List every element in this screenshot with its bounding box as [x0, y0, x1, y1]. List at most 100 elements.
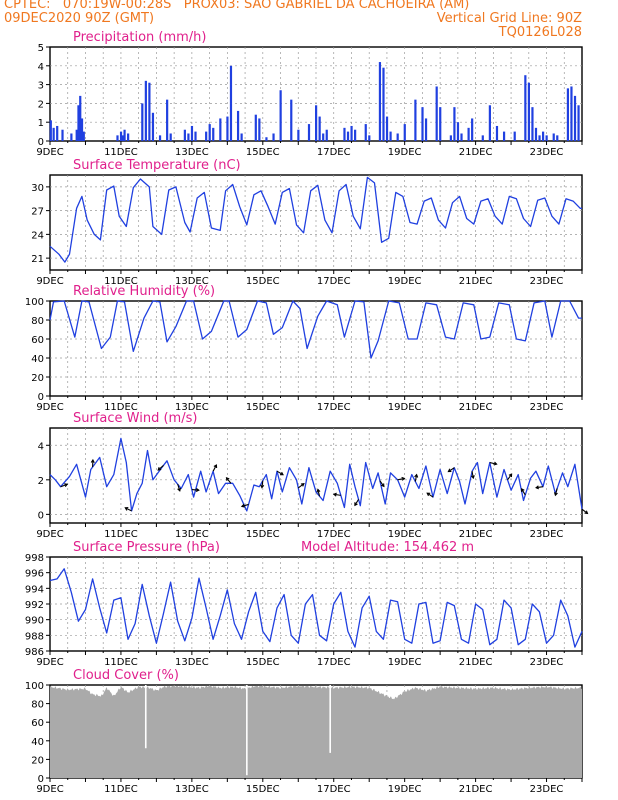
wind-arrow — [191, 489, 199, 491]
precip-bar — [460, 133, 463, 141]
y-tick-label: 3 — [38, 81, 44, 92]
wind-arrow-head — [584, 510, 589, 515]
precip-bar — [389, 131, 392, 141]
y-tick-label: 60 — [31, 335, 44, 346]
y-tick-label: 20 — [31, 755, 44, 766]
wind-arrow — [554, 488, 558, 496]
precip-bar — [424, 118, 428, 141]
y-tick-label: 4 — [38, 441, 44, 452]
y-tick-label: 4 — [38, 62, 44, 73]
x-tick-label: 17DEC — [317, 784, 351, 795]
precip-bar — [52, 127, 55, 141]
precip-bar — [414, 99, 417, 141]
x-tick-label: 13DEC — [175, 657, 209, 668]
panel-title-2: Surface Temperature (nC) — [73, 158, 241, 173]
precip-bar — [70, 133, 73, 141]
x-tick-label: 9DEC — [36, 529, 63, 540]
x-tick-label: 23DEC — [530, 402, 564, 413]
header-line1: CPTEC: 070:19W-00:28S PROX03: SAO GABRIE… — [4, 0, 470, 12]
precip-bar — [194, 131, 197, 141]
wind-arrow-head — [213, 464, 218, 469]
y-tick-label: 60 — [31, 718, 44, 729]
wind-arrow — [212, 464, 217, 472]
precip-bar — [534, 127, 538, 141]
precip-bar — [322, 133, 325, 141]
precip-bar — [577, 105, 580, 141]
precip-bar — [556, 135, 559, 141]
wind-arrow — [448, 467, 455, 473]
precip-bar — [385, 116, 389, 141]
precip-bar — [187, 133, 190, 141]
precip-bar — [315, 105, 318, 141]
wind-arrow-head — [332, 492, 337, 497]
x-tick-label: 23DEC — [530, 784, 564, 795]
wind-arrow — [426, 492, 434, 498]
precip-bar — [531, 107, 534, 141]
precip-bar — [318, 116, 321, 141]
precip-bar — [79, 95, 82, 141]
y-tick-label: 988 — [25, 631, 44, 642]
cloud-cover-dip — [329, 685, 331, 753]
y-tick-label: 24 — [31, 230, 44, 241]
header-date: 09DEC2020 90Z (GMT) — [4, 11, 155, 26]
wind-arrow-head — [90, 458, 95, 463]
wind-arrow-head — [354, 502, 358, 507]
x-tick-label: 17DEC — [317, 402, 351, 413]
y-tick-label: 2 — [38, 476, 44, 487]
precip-bar — [566, 88, 570, 141]
precip-bar — [119, 131, 123, 141]
precip-bar — [121, 135, 124, 141]
wind-arrow-head — [508, 473, 513, 478]
wind-arrow — [414, 474, 418, 482]
precip-bar — [541, 131, 545, 141]
precip-bar — [279, 90, 282, 141]
precip-bar — [236, 110, 240, 141]
precip-bar — [258, 118, 261, 141]
y-tick-label: 80 — [31, 700, 44, 711]
x-tick-label: 21DEC — [459, 147, 493, 158]
precip-bar — [226, 116, 229, 141]
precip-bar — [116, 135, 119, 141]
wind-arrow-head — [470, 475, 475, 480]
precip-bar — [307, 124, 311, 141]
precip-bar — [382, 67, 385, 141]
wind-arrow-head — [553, 492, 558, 497]
y-tick-label: 27 — [31, 207, 44, 218]
wind-arrow-head — [426, 492, 431, 497]
x-tick-label: 11DEC — [104, 402, 138, 413]
x-tick-label: 13DEC — [175, 147, 209, 158]
precip-bar — [297, 129, 300, 141]
wind-arrow-head — [535, 485, 540, 490]
y-tick-label: 30 — [31, 183, 44, 194]
precip-bar — [166, 99, 169, 141]
precip-bar — [229, 65, 233, 141]
wind-arrow-head — [316, 488, 321, 493]
y-tick-label: 0 — [38, 510, 44, 521]
panel-title-4: Surface Wind (m/s) — [73, 411, 197, 426]
x-tick-label: 17DEC — [317, 147, 351, 158]
wind-arrow-head — [195, 488, 200, 492]
precip-bar — [183, 129, 186, 141]
wind-arrow — [521, 488, 526, 496]
panel-title-6: Cloud Cover (%) — [73, 668, 179, 683]
wind-arrow-head — [414, 473, 419, 478]
wind-arrow — [276, 470, 284, 476]
wind-arrow-head — [280, 471, 284, 476]
model-altitude-label: Model Altitude: 154.462 m — [301, 540, 474, 555]
wind-arrow-head — [447, 468, 452, 473]
y-tick-label: 5 — [38, 43, 44, 54]
wind-arrow — [241, 503, 249, 507]
wind-arrow-head — [177, 487, 182, 492]
y-tick-label: 2 — [38, 99, 44, 110]
x-tick-label: 11DEC — [104, 784, 138, 795]
y-tick-label: 80 — [31, 316, 44, 327]
wind-arrow-head — [493, 461, 498, 466]
precip-bar — [403, 124, 406, 141]
x-tick-label: 13DEC — [175, 529, 209, 540]
precip-bar — [212, 127, 215, 141]
x-tick-label: 23DEC — [530, 276, 564, 287]
precip-bar — [354, 129, 357, 141]
precip-bar — [265, 137, 268, 141]
precip-bar — [80, 118, 84, 141]
